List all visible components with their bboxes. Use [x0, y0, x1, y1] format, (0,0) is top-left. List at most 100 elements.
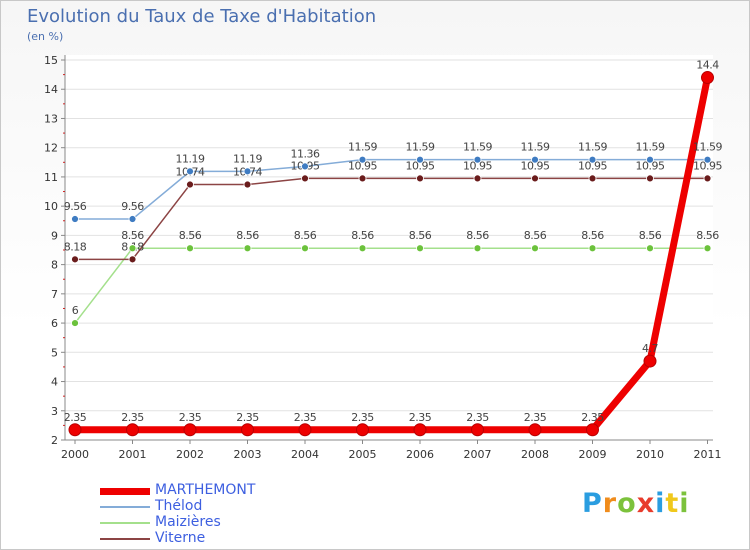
- data-point: [301, 174, 309, 183]
- data-point: [473, 244, 482, 253]
- logo-letter: o: [617, 488, 637, 519]
- data-label: 8.56: [121, 229, 144, 242]
- data-point: [243, 244, 252, 253]
- data-label: 8.18: [64, 240, 87, 253]
- logo-letter: t: [665, 488, 680, 519]
- data-point: [71, 319, 79, 327]
- y-tick-label: 15: [44, 54, 58, 67]
- data-point: [416, 244, 424, 253]
- data-point: [531, 155, 539, 164]
- data-point: [703, 174, 712, 183]
- data-label: 8.56: [179, 229, 202, 242]
- data-point: [588, 244, 597, 253]
- series-line-0: [71, 74, 711, 434]
- legend-swatch-maizieres: [100, 522, 150, 524]
- data-label: 2.35: [581, 411, 604, 424]
- data-point: [646, 155, 654, 164]
- data-point: [301, 244, 309, 253]
- logo-letter: r: [602, 488, 618, 519]
- x-tick-label: 2004: [291, 448, 319, 461]
- proxiti-logo: Proxiti: [582, 488, 690, 519]
- legend-label: Maizières: [155, 514, 221, 530]
- data-point: [128, 244, 137, 253]
- data-point: [243, 180, 252, 189]
- x-tick-label: 2006: [406, 448, 434, 461]
- x-tick-label: 2011: [694, 448, 722, 461]
- data-label: 10.95: [693, 159, 722, 172]
- legend-swatch-thelod: [100, 506, 150, 508]
- data-label: 2.35: [409, 411, 432, 424]
- data-label: 8.56: [294, 229, 317, 242]
- markers: [68, 71, 714, 437]
- data-label: 8.56: [581, 229, 604, 242]
- x-tick-label: 2001: [119, 448, 147, 461]
- data-point: [413, 423, 427, 437]
- data-label: 8.56: [236, 229, 259, 242]
- data-label: 8.56: [466, 229, 489, 242]
- data-point: [416, 155, 424, 164]
- data-point: [646, 174, 654, 183]
- data-point: [588, 174, 597, 183]
- data-point: [531, 244, 539, 253]
- y-tick-label: 10: [44, 200, 58, 213]
- data-label: 11.59: [636, 141, 665, 154]
- data-point: [71, 215, 79, 223]
- data-point: [241, 423, 254, 437]
- data-point: [701, 71, 714, 85]
- data-label: 11.59: [406, 141, 435, 154]
- series-line-2: [74, 247, 709, 324]
- chart-subtitle: (en %): [27, 30, 64, 43]
- logo-letter: i: [679, 488, 690, 519]
- data-point: [473, 155, 482, 164]
- data-point: [128, 215, 137, 223]
- legend-item-thelod: Thélod: [100, 498, 360, 514]
- data-label: 10.95: [636, 159, 665, 172]
- data-label: 11.59: [693, 141, 722, 154]
- data-point: [186, 167, 194, 176]
- data-point: [301, 162, 309, 171]
- data-label: 2.35: [179, 411, 202, 424]
- data-point: [586, 423, 599, 437]
- x-tick-label: 2000: [61, 448, 89, 461]
- x-tick-label: 2007: [464, 448, 492, 461]
- data-label: 11.59: [463, 141, 492, 154]
- logo-letter: P: [582, 488, 603, 519]
- data-label: 11.59: [578, 141, 607, 154]
- data-label: 10.95: [578, 159, 607, 172]
- y-tick-label: 11: [44, 171, 58, 184]
- y-tick-label: 3: [51, 405, 58, 418]
- data-label: 11.59: [348, 141, 377, 154]
- data-label: 14.4: [696, 59, 719, 72]
- legend-swatch-viterne: [100, 538, 150, 540]
- value-labels: 2.35 2.35 2.35 2.35 2.35 2.35 2.35 2.35 2.35 2.35…: [64, 59, 723, 424]
- legend-item-viterne: Viterne: [100, 530, 360, 546]
- y-tick-label: 8: [51, 259, 58, 272]
- data-point: [183, 423, 197, 437]
- y-tick-label: 12: [44, 142, 58, 155]
- logo-letter: i: [655, 488, 666, 519]
- legend-item-marthemont: MARTHEMONT: [100, 482, 360, 498]
- y-tick-label: 13: [44, 112, 58, 125]
- data-point: [473, 174, 482, 183]
- data-label: 2.35: [294, 411, 317, 424]
- data-point: [71, 255, 79, 264]
- data-point: [243, 167, 252, 176]
- data-point: [186, 244, 194, 253]
- data-point: [646, 244, 654, 253]
- chart-title: Evolution du Taux de Taxe d'Habitation: [27, 6, 377, 27]
- data-label: 2.35: [236, 411, 259, 424]
- data-label: 10.95: [521, 159, 550, 172]
- y-tick-label: 4: [51, 376, 58, 389]
- y-tick-label: 2: [51, 434, 58, 447]
- data-label: 11.59: [521, 141, 550, 154]
- data-point: [68, 423, 82, 437]
- series-line-1: [74, 158, 709, 220]
- data-label: 10.95: [463, 159, 492, 172]
- data-point: [588, 155, 597, 164]
- data-label: 2.35: [351, 411, 374, 424]
- data-label: 8.56: [351, 229, 374, 242]
- legend-label: MARTHEMONT: [155, 482, 256, 498]
- data-point: [528, 423, 542, 437]
- data-label: 8.56: [524, 229, 547, 242]
- legend-swatch-marthemont: [100, 488, 150, 495]
